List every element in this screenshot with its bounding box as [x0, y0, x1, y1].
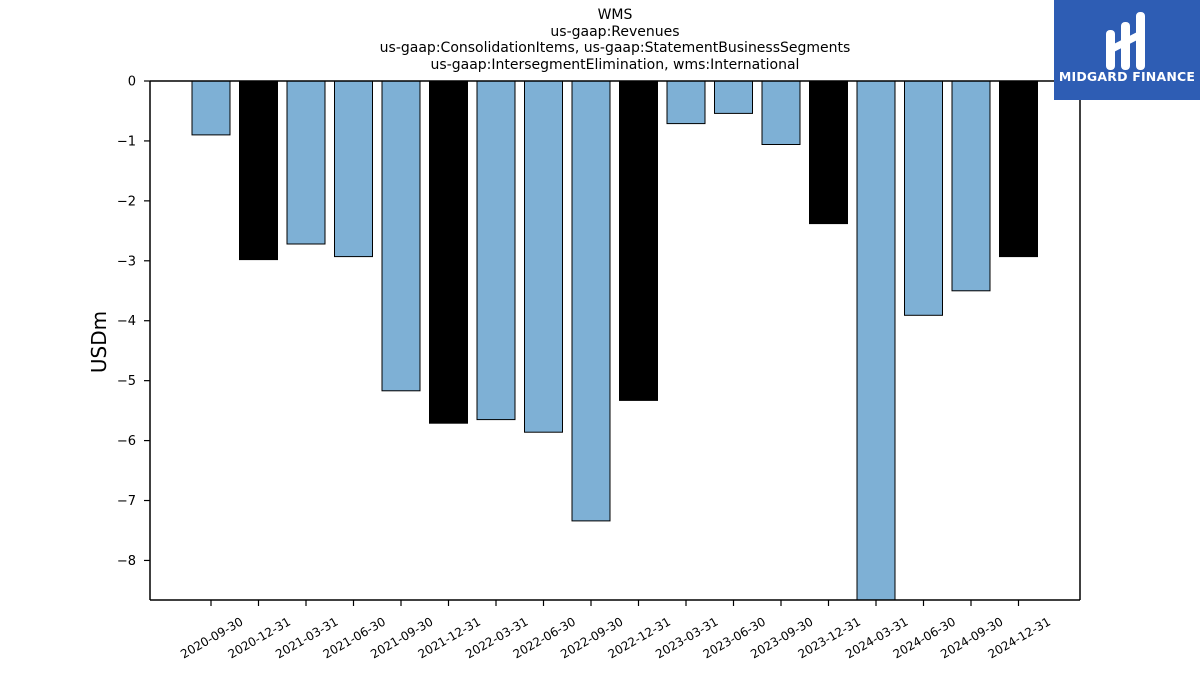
chart-title-line: us-gaap:IntersegmentElimination, wms:Int… [430, 56, 800, 73]
chart-title-line: us-gaap:ConsolidationItems, us-gaap:Stat… [379, 40, 851, 56]
bar-2023-09-30 [761, 80, 801, 145]
bar-2021-09-30 [381, 80, 421, 392]
y-tick-label: −3 [117, 254, 136, 269]
bar-2022-09-30 [571, 80, 611, 522]
y-tick-label: −5 [117, 374, 136, 389]
bar-2023-12-31 [809, 80, 848, 225]
y-tick-label: −8 [117, 554, 136, 569]
y-tick-label: −4 [117, 314, 136, 329]
bar-2023-03-31 [666, 80, 706, 125]
bar-2020-12-31 [239, 80, 278, 261]
chart-title: WMS us-gaap:Revenues us-gaap:Consolidati… [150, 7, 1080, 73]
bars-group [191, 80, 1038, 601]
logo-text: MIDGARD FINANCE [1058, 69, 1196, 84]
y-tick-label: −7 [117, 494, 136, 509]
bar-2024-12-31 [999, 80, 1038, 258]
y-tick-label: −1 [117, 134, 136, 149]
bar-2023-06-30 [714, 80, 753, 114]
y-tick-label: 0 [128, 75, 136, 90]
bar-2024-03-31 [856, 80, 896, 601]
bar-2022-12-31 [619, 80, 658, 401]
bar-2022-03-31 [476, 80, 516, 421]
bar-2024-06-30 [904, 80, 943, 316]
y-tick-label: −2 [117, 194, 136, 209]
bar-2024-09-30 [951, 80, 991, 292]
bar-2021-03-31 [286, 80, 326, 245]
chart-title-line: us-gaap:Revenues [550, 23, 680, 40]
y-tick-label: −6 [117, 434, 136, 449]
y-axis-label: USDm [87, 311, 111, 373]
midgard-logo-icon [1106, 12, 1145, 70]
bar-2020-09-30 [191, 80, 231, 136]
bar-2022-06-30 [524, 80, 563, 433]
midgard-finance-logo: MIDGARD FINANCE [1054, 0, 1200, 100]
bar-2021-06-30 [334, 80, 373, 258]
bar-2021-12-31 [429, 80, 468, 424]
chart-title-line: WMS [597, 7, 633, 23]
